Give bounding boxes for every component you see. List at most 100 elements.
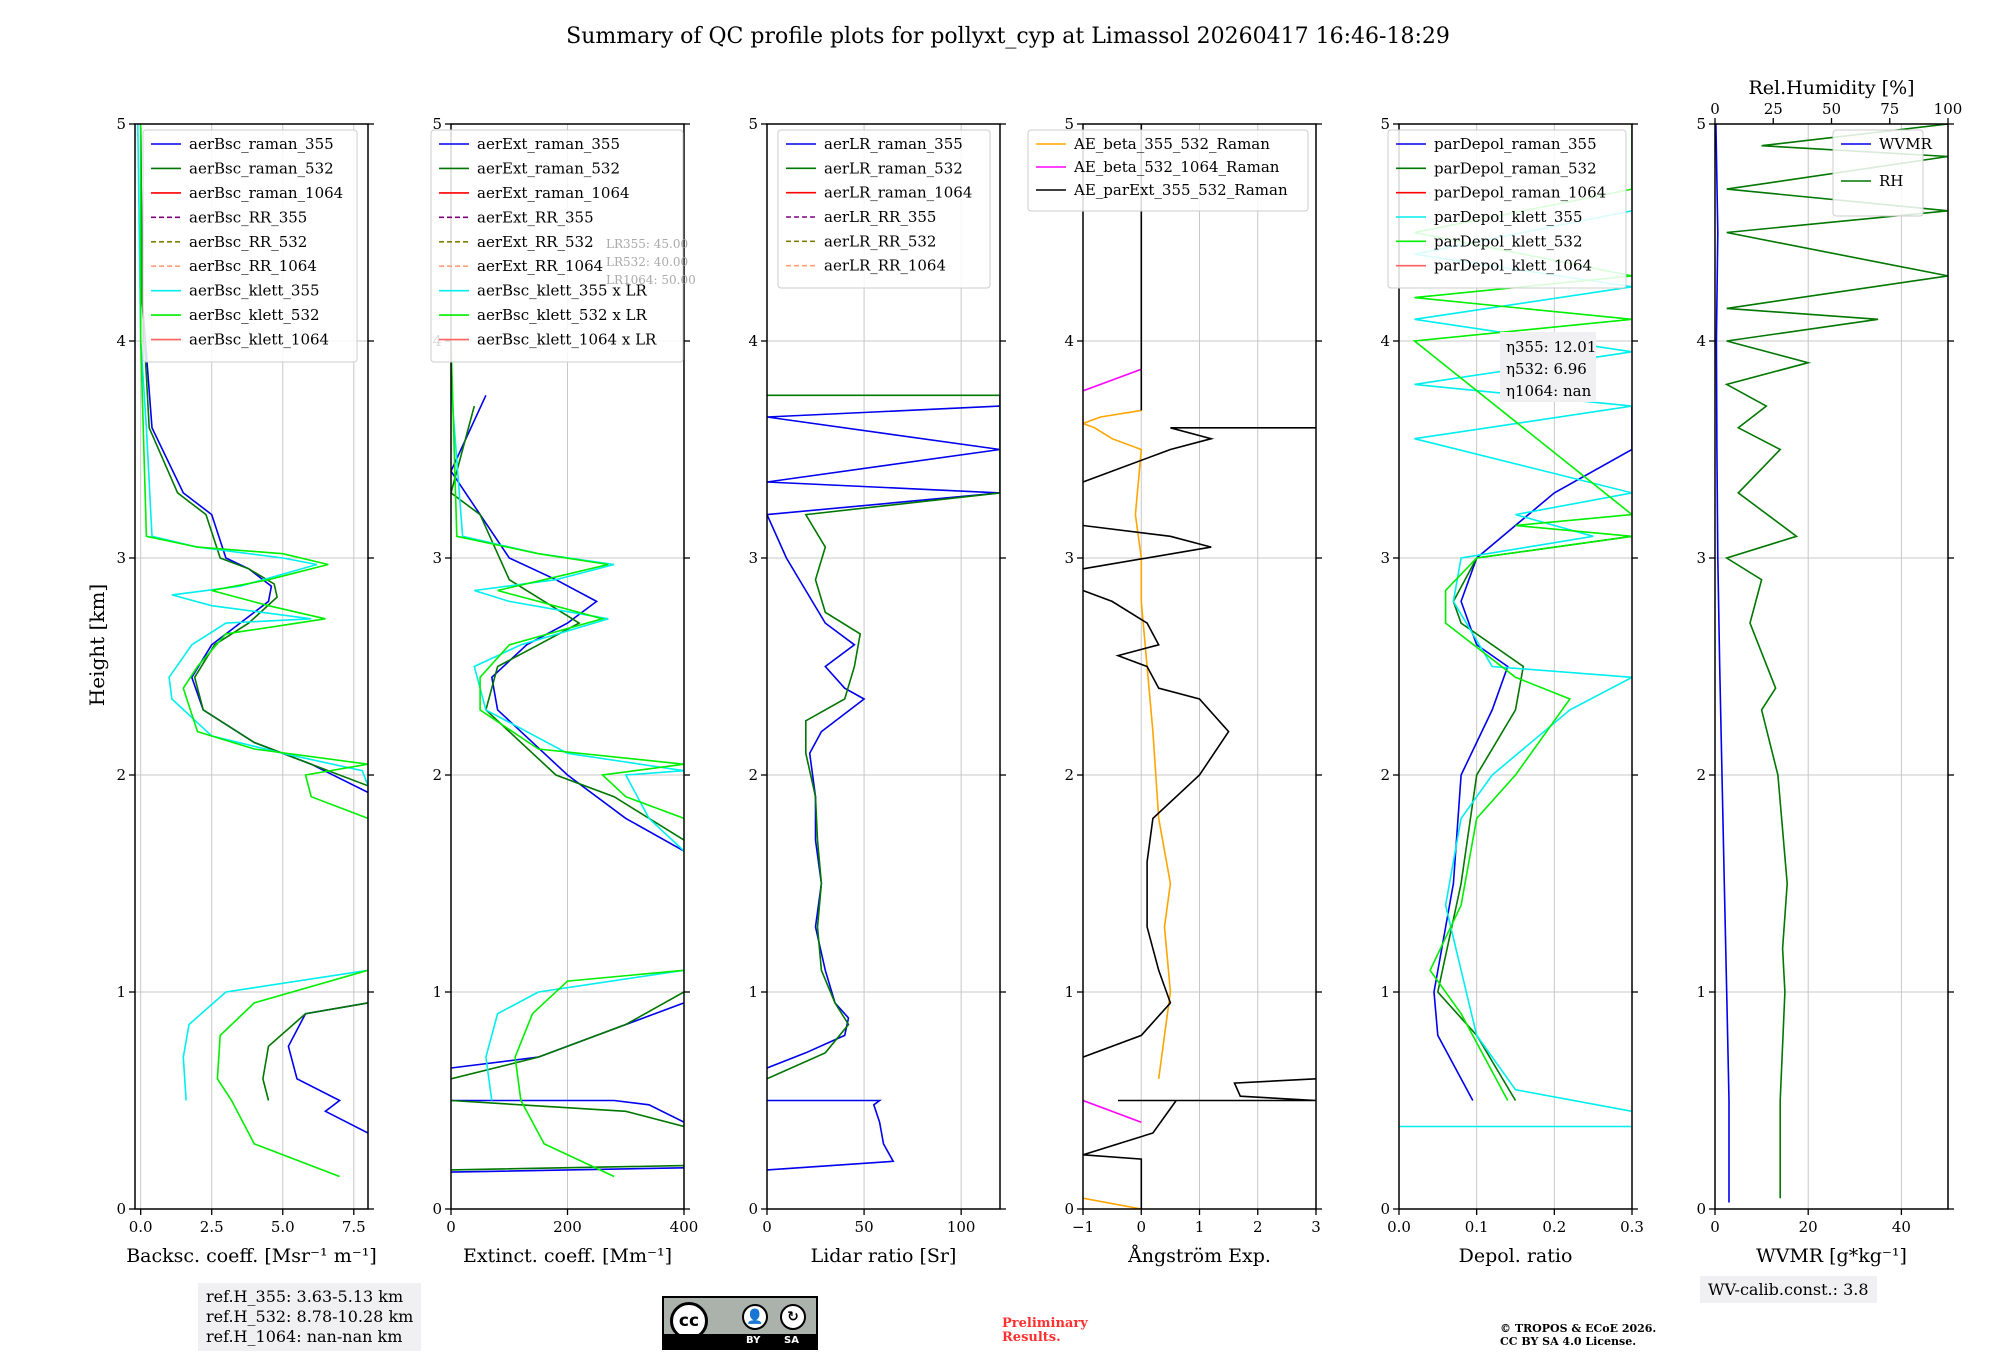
x2-tick-label: 75 — [1880, 100, 1899, 118]
y-tick-label: 4 — [748, 332, 758, 350]
y-tick-label: 0 — [432, 1200, 442, 1218]
x-tick-label: 0.0 — [129, 1218, 153, 1236]
y-tick-label: 1 — [748, 983, 758, 1001]
series-line-AE_beta_355_532_Raman — [1083, 409, 1172, 1209]
x-tick-label: 0.1 — [1465, 1218, 1489, 1236]
cc-by-sa-icon: cc 👤 ↻ BY SA — [662, 1296, 818, 1350]
x-tick-label: 2 — [1253, 1218, 1263, 1236]
series-line-AE_parExt_355_532_Raman — [1083, 124, 1316, 1209]
legend-label: parDepol_raman_1064 — [1434, 184, 1606, 202]
legend-label: aerExt_raman_532 — [477, 159, 620, 177]
legend-box — [1027, 129, 1309, 212]
y-tick-label: 1 — [1380, 983, 1390, 1001]
copyright-note: © TROPOS & ECoE 2026. CC BY SA 4.0 Licen… — [1500, 1322, 1656, 1348]
wv-calibration-box: WV-calib.const.: 3.8 — [1700, 1276, 1877, 1303]
legend-label: parDepol_klett_355 — [1434, 208, 1583, 226]
eta-box — [1500, 332, 1596, 402]
series-line-WVMR — [1715, 124, 1730, 1203]
x-tick-label: 400 — [670, 1218, 699, 1236]
reference-heights-box: ref.H_355: 3.63-5.13 km ref.H_532: 8.78-… — [198, 1283, 422, 1351]
legend-label: aerBsc_raman_1064 — [189, 184, 343, 202]
y-tick-label: 5 — [432, 115, 442, 133]
series-line-aerLR_raman_355 — [767, 405, 1000, 1171]
preliminary-line-1: Preliminary — [1002, 1316, 1088, 1331]
figure-title: Summary of QC profile plots for pollyxt_… — [566, 24, 1450, 49]
legend-label: aerExt_raman_355 — [477, 135, 620, 153]
legend: aerExt_raman_355 aerExt_raman_532 aerExt_r… — [430, 129, 684, 363]
ref-height-532: ref.H_532: 8.78-10.28 km — [206, 1307, 414, 1326]
y-tick-label: 5 — [1064, 115, 1074, 133]
legend-label: aerBsc_raman_532 — [189, 159, 334, 177]
legend-label: aerBsc_klett_1064 — [189, 331, 329, 349]
x-axis-label: Lidar ratio [Sr] — [811, 1245, 957, 1267]
y-tick-label: 0 — [748, 1200, 758, 1218]
legend-label: aerLR_RR_1064 — [824, 257, 946, 275]
y-tick-label: 3 — [116, 549, 126, 567]
x-tick-label: 0.2 — [1542, 1218, 1566, 1236]
legend-label: aerLR_RR_355 — [824, 208, 936, 226]
y-tick-label: 5 — [116, 115, 126, 133]
x-tick-label: 0 — [1710, 1218, 1720, 1236]
eta-label: η532: 6.96 — [1506, 360, 1587, 378]
lr-note: LR355: 45.00 — [606, 237, 688, 251]
legend: WVMR RH — [1832, 129, 1933, 217]
axes-frame — [766, 123, 1001, 1210]
y-tick-label: 2 — [432, 766, 442, 784]
y-tick-label: 0 — [1696, 1200, 1706, 1218]
y-tick-label: 5 — [748, 115, 758, 133]
legend: aerLR_raman_355 aerLR_raman_532 aerLR_rama… — [777, 129, 991, 289]
sa-label: SA — [784, 1335, 799, 1346]
cc-label: cc — [670, 1302, 708, 1340]
by-label: BY — [746, 1335, 761, 1346]
x-tick-label: 200 — [553, 1218, 582, 1236]
panel-backscatter: 0 1 2 3 4 5 0.0 2.5 5.0 7.5 Backsc. coeff. [Msr⁻¹ … — [116, 115, 376, 1267]
x-axis-label: Depol. ratio — [1459, 1245, 1573, 1267]
legend: AE_beta_355_532_Raman AE_beta_532_1064_Ra… — [1027, 129, 1309, 212]
x-tick-label: 0.0 — [1387, 1218, 1411, 1236]
legend: aerBsc_raman_355 aerBsc_raman_532 aerBsc_r… — [142, 129, 358, 363]
y-tick-label: 5 — [1380, 115, 1390, 133]
legend-box — [142, 129, 358, 363]
y-tick-label: 3 — [432, 549, 442, 567]
legend-label: parDepol_klett_532 — [1434, 232, 1583, 250]
legend-label: aerBsc_klett_355 x LR — [477, 282, 648, 300]
series-line-aerBsc_klett_532 — [139, 124, 368, 1178]
legend-label: AE_parExt_355_532_Raman — [1073, 181, 1288, 199]
x-tick-label: 0 — [1136, 1218, 1146, 1236]
series-group — [137, 124, 368, 1178]
y-tick-label: 3 — [1064, 549, 1074, 567]
y-tick-label: 1 — [432, 983, 442, 1001]
x-tick-label: 0 — [762, 1218, 772, 1236]
legend-box — [1832, 129, 1924, 217]
legend-label: aerBsc_klett_1064 x LR — [477, 331, 657, 349]
series-line-parDepol_raman_355 — [1433, 406, 1632, 1101]
by-person-icon: 👤 — [742, 1304, 768, 1330]
series-group — [767, 394, 1000, 1171]
axes-frame — [1714, 123, 1949, 1210]
y-tick-label: 2 — [748, 766, 758, 784]
legend-label: WVMR — [1879, 135, 1933, 153]
license-bar — [664, 1334, 816, 1348]
legend-label: aerLR_raman_532 — [824, 159, 963, 177]
x-tick-label: 7.5 — [342, 1218, 366, 1236]
x2-tick-label: 0 — [1710, 100, 1720, 118]
preliminary-note: Preliminary Results. — [1002, 1317, 1088, 1345]
legend-label: aerExt_RR_1064 — [477, 257, 603, 275]
legend-label: aerLR_RR_532 — [824, 232, 936, 250]
x2-tick-label: 100 — [1934, 100, 1963, 118]
y-tick-label: 0 — [1064, 1200, 1074, 1218]
legend-box — [777, 129, 991, 289]
copyright-line-2: CC BY SA 4.0 License. — [1500, 1335, 1637, 1348]
series-line-AE_beta_532_1064_Raman — [1083, 368, 1142, 1123]
series-group — [1083, 124, 1316, 1209]
y-tick-label: 3 — [1380, 549, 1390, 567]
y-tick-label: 3 — [1696, 549, 1706, 567]
legend-label: aerBsc_RR_1064 — [189, 257, 317, 275]
legend-label: aerExt_RR_355 — [477, 208, 594, 226]
legend-box — [1387, 129, 1627, 289]
y-tick-label: 1 — [1064, 983, 1074, 1001]
legend-label: aerLR_raman_1064 — [824, 184, 972, 202]
